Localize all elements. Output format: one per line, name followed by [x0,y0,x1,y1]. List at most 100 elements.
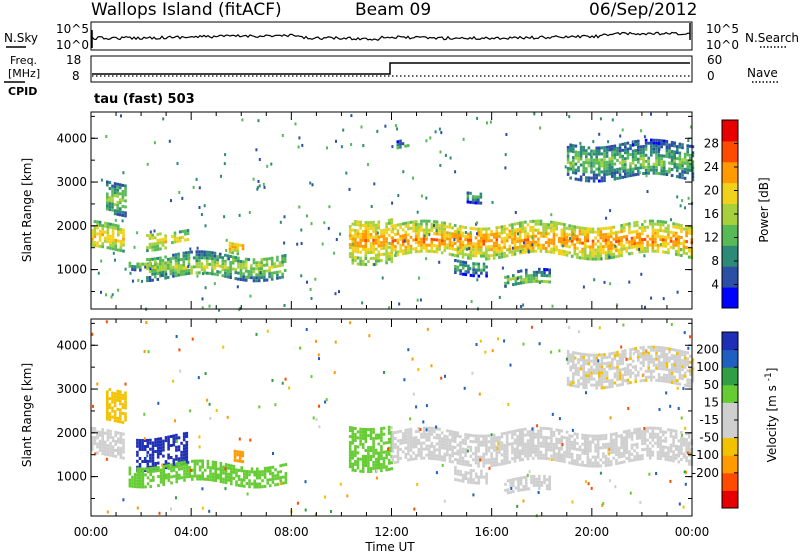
velocity-cell-0 [106,444,110,448]
velocity-cell-9 [621,382,624,386]
power-cell-5 [216,258,219,262]
power-cell-11 [592,164,596,168]
velocity-cell-9 [691,370,695,374]
noise-trace [91,31,691,42]
velocity-cell-1 [106,402,109,406]
velocity-cell-9 [668,356,671,360]
velocity-cell-3 [188,472,191,475]
power-cell-8 [396,229,400,233]
power-cell-8 [430,228,434,232]
velocity-cell-6 [526,457,530,461]
power-cell-8 [474,245,478,249]
power-cell-8 [635,220,639,224]
velocity-cell-9 [634,347,637,351]
date-title: 06/Sep/2012 [589,0,698,20]
velocity-cell-5 [387,461,391,465]
velocity-cell-6 [526,454,530,458]
velocity-cell-6 [568,437,571,441]
velocity-cell-0 [93,436,97,440]
power-scatter-cell [670,218,672,222]
power-cell-5 [161,259,165,262]
power-cell-1 [116,188,119,192]
power-cell-8 [596,239,600,243]
power-cell-8 [664,238,668,242]
velocity-cell-6 [677,451,681,455]
power-cell-8 [508,247,512,251]
power-cell-8 [651,237,655,241]
power-cell-0 [93,226,97,230]
power-cell-8 [617,236,621,240]
power-cell-11 [618,170,622,174]
power-cell-5 [177,258,180,262]
power-scatter-cell [370,205,373,208]
power-cell-10 [467,270,470,274]
power-cell-8 [656,243,660,247]
power-cell-8 [521,239,525,243]
power-cell-8 [677,241,681,245]
velocity-cell-6 [521,428,525,432]
power-cell-5 [166,257,170,261]
power-cell-11 [608,172,611,176]
velocity-cell-5 [377,454,381,458]
power-cell-1 [124,184,127,188]
power-cell-8 [628,231,631,235]
power-cell-5 [221,274,225,278]
power-cell-8 [552,230,556,233]
power-cell-11 [582,160,585,164]
velocity-cell-3 [224,475,228,479]
velocity-cell-6 [550,454,553,458]
velocity-cell-6 [544,454,548,457]
velocity-cell-6 [430,456,434,460]
velocity-cell-3 [175,471,178,475]
power-cell-8 [513,252,517,256]
power-cell-0 [96,232,99,236]
velocity-cell-2 [149,456,152,460]
power-cell-5 [169,269,173,273]
power-scatter-cell [464,231,467,234]
velocity-cell-6 [565,430,569,434]
velocity-cell-6 [573,441,577,445]
power-cell-8 [615,240,618,244]
velocity-cell-6 [604,445,608,449]
velocity-cell-6 [602,461,605,465]
power-cell-8 [674,252,678,256]
power-cell-7 [348,225,352,229]
velocity-cell-6 [573,462,577,466]
velocity-cell-6 [547,442,551,446]
power-cell-5 [205,265,209,269]
velocity-cell-9 [681,353,684,357]
power-cell-11 [683,167,687,171]
velocity-cell-6 [516,453,519,456]
velocity-cell-6 [646,453,649,457]
velocity-cell-3 [191,477,194,481]
velocity-cell-5 [374,451,378,455]
power-cell-2 [164,234,167,238]
velocity-cell-6 [477,464,480,468]
velocity-cell-6 [568,461,571,465]
power-cell-7 [354,244,357,247]
velocity-cell-6 [573,444,577,448]
power-cell-5 [211,260,214,264]
velocity-cell-9 [644,354,648,358]
velocity-cell-9 [611,384,614,388]
velocity-cell-3 [131,481,134,485]
velocity-cell-9 [600,365,604,369]
power-cell-2 [156,232,160,236]
velocity-cell-6 [687,450,691,454]
velocity-cell-3 [185,472,189,476]
velocity-cell-6 [399,438,402,442]
velocity-cell-9 [595,383,598,387]
power-cell-5 [156,265,160,269]
velocity-cell-6 [518,431,522,435]
velocity-cell-9 [655,357,658,361]
velocity-cell-9 [678,370,682,374]
power-scatter-cell [296,242,299,246]
velocity-scatter-cell [522,342,525,346]
power-cell-11 [590,176,593,180]
velocity-cell-5 [354,469,357,472]
power-cell-5 [229,276,232,279]
velocity-cell-2 [146,462,150,466]
velocity-cell-6 [560,447,564,451]
velocity-cell-6 [635,454,639,458]
power-cell-8 [498,246,501,250]
